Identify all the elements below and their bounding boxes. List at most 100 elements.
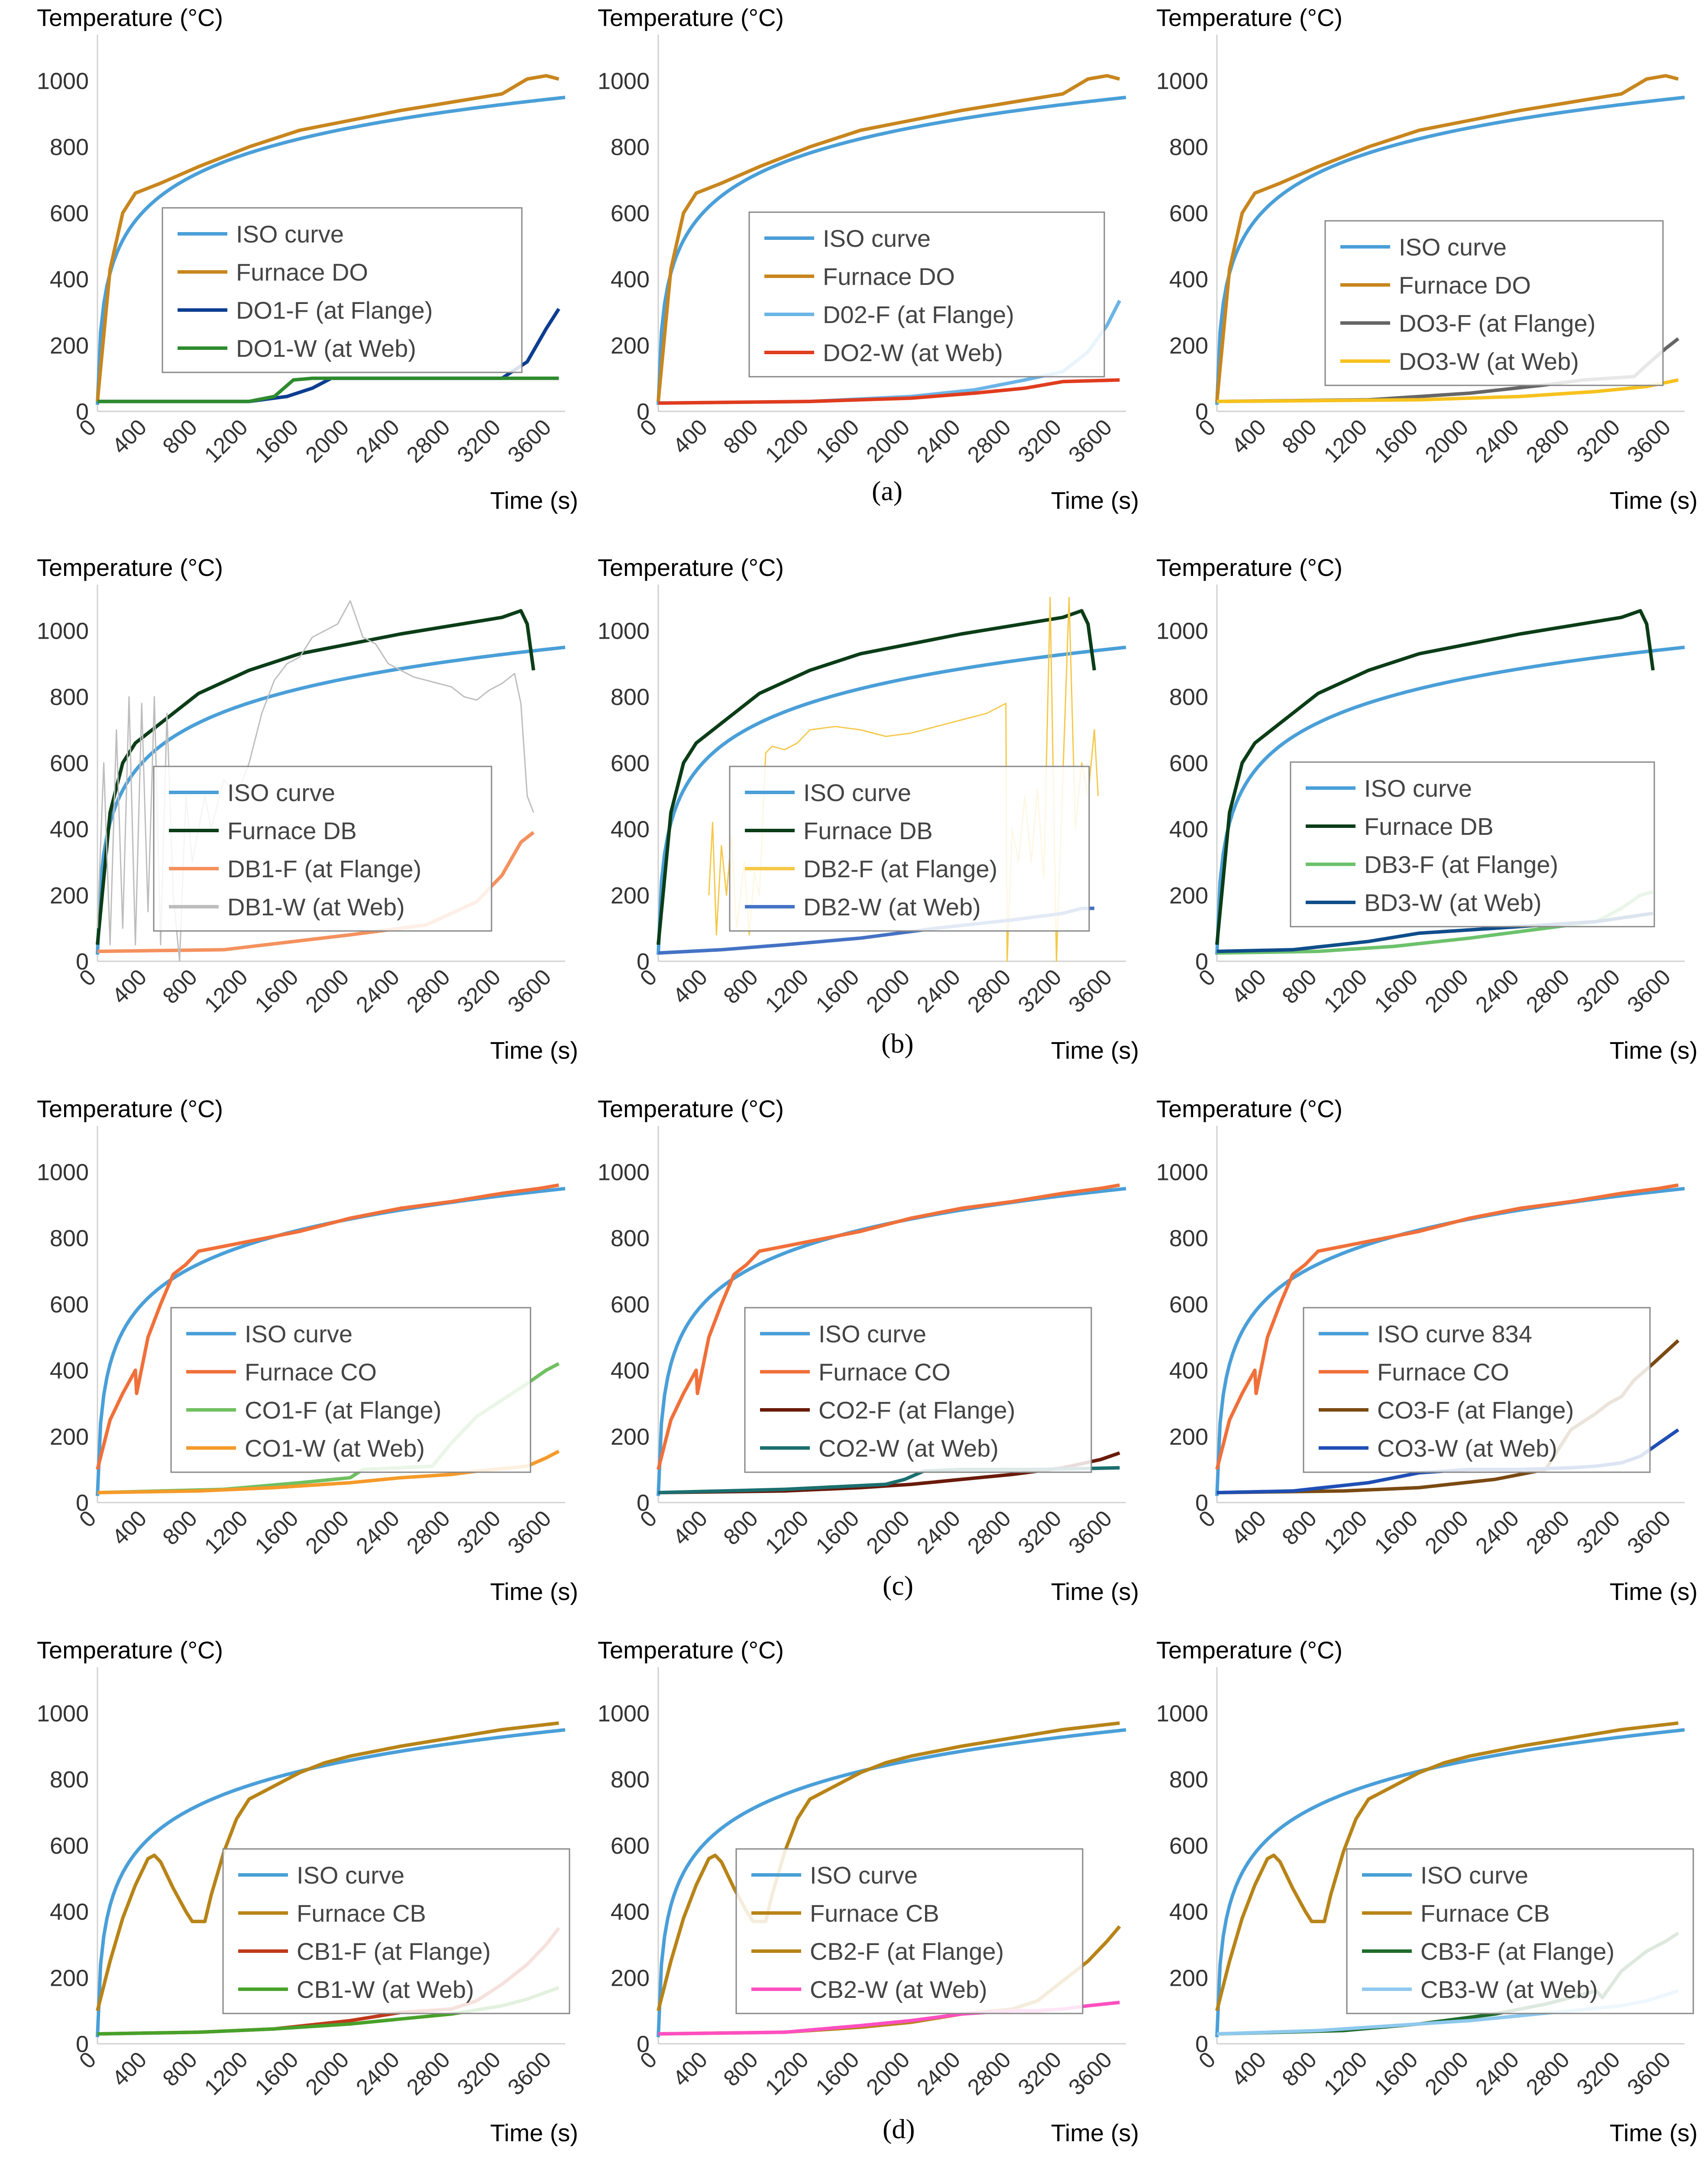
legend-label: DO3-W (at Web) [1399,348,1579,375]
y-tick-label: 0 [76,399,89,425]
legend-label: ISO curve 834 [1377,1320,1532,1348]
legend-label: CB3-F (at Flange) [1420,1938,1614,1965]
y-tick-label: 1000 [598,68,650,94]
x-axis-title: Time (s) [490,2119,578,2146]
x-tick-label: 3600 [1622,964,1676,1018]
x-tick-label: 2400 [351,964,404,1018]
legend-label: CO1-W (at Web) [245,1435,425,1462]
legend-label: DO1-F (at Flange) [236,297,433,324]
y-tick-label: 200 [1169,1965,1208,1991]
legend-label: CO3-F (at Flange) [1377,1396,1574,1424]
x-tick-label: 2800 [402,1506,455,1559]
y-tick-label: 0 [1195,399,1208,425]
x-axis-title: Time (s) [490,487,578,514]
legend-label: DO2-W (at Web) [823,339,1003,366]
y-tick-label: 0 [76,2031,89,2057]
x-tick-label: 2400 [351,2047,404,2100]
y-tick-label: 800 [1169,134,1208,160]
y-tick-label: 200 [50,1965,89,1991]
y-axis-title: Temperature (°C) [37,1636,223,1664]
series-line-0 [96,1728,566,2037]
y-tick-label: 0 [637,399,650,425]
x-tick-label: 400 [1227,964,1271,1008]
series-line-0 [657,646,1126,955]
x-tick-label: 1600 [811,2047,864,2100]
series-line-1 [1215,1721,1679,2011]
series-line-1 [1215,1183,1679,1470]
legend-label: Furnace DO [823,263,955,290]
x-axis-title: Time (s) [490,1578,578,1605]
y-axis-title: Temperature (°C) [1156,1095,1342,1122]
y-axis-title: Temperature (°C) [37,1095,223,1122]
x-tick-label: 800 [719,2047,763,2091]
x-tick-label: 2400 [351,1506,404,1559]
y-tick-label: 200 [1169,333,1208,359]
series-line-1 [657,1183,1120,1470]
legend-label: Furnace DB [803,817,933,844]
x-tick-label: 3600 [503,414,556,468]
series-line-0 [1215,1728,1685,2037]
x-tick-label: 3200 [1013,1506,1067,1559]
legend-label: Furnace CO [818,1358,951,1386]
x-tick-label: 3200 [453,2047,506,2100]
x-tick-label: 2800 [1521,414,1575,468]
x-tick-label: 1200 [200,964,253,1018]
x-tick-label: 800 [1278,414,1322,459]
legend-label: Furnace CB [297,1900,426,1927]
x-tick-label: 2800 [402,414,455,468]
legend-label: ISO curve [1399,233,1507,261]
y-axis-title: Temperature (°C) [598,554,784,581]
x-tick-label: 800 [1278,1506,1322,1550]
y-tick-label: 800 [611,1767,650,1793]
x-tick-label: 1600 [811,964,864,1018]
legend-label: DB3-F (at Flange) [1364,851,1558,878]
x-tick-label: 1200 [200,1506,253,1559]
y-tick-label: 1000 [1156,68,1208,94]
y-tick-label: 0 [637,2031,650,2057]
y-tick-label: 200 [50,882,89,908]
y-tick-label: 400 [1169,267,1208,293]
y-tick-label: 800 [611,1225,650,1251]
y-tick-label: 800 [50,1767,89,1793]
series-line-3 [97,600,534,962]
y-tick-label: 0 [1195,2031,1208,2057]
x-tick-label: 1600 [1370,414,1423,468]
x-tick-label: 2000 [301,414,354,468]
x-axis-title: Time (s) [1610,1578,1698,1605]
y-axis-title: Temperature (°C) [598,1095,784,1122]
x-tick-label: 400 [1227,1506,1271,1550]
x-tick-label: 2000 [301,1506,354,1559]
y-tick-label: 1000 [1156,1159,1208,1185]
x-tick-label: 1600 [811,414,864,468]
x-tick-label: 1200 [1319,964,1372,1018]
x-tick-label: 1200 [200,2047,253,2100]
legend-label: ISO curve [823,225,931,252]
x-axis-title: Time (s) [1051,1578,1139,1605]
x-tick-label: 800 [719,1506,763,1550]
legend-label: ISO curve [245,1320,353,1348]
x-tick-label: 2000 [861,1506,915,1559]
x-tick-label: 400 [107,414,152,459]
y-axis-title: Temperature (°C) [1156,4,1342,31]
y-tick-label: 600 [50,1833,89,1859]
row-label-b: (b) [881,1028,914,1059]
y-tick-label: 600 [50,1292,89,1318]
y-tick-label: 600 [1169,200,1208,226]
x-tick-label: 800 [719,964,763,1008]
y-tick-label: 800 [611,134,650,160]
x-tick-label: 2800 [402,2047,455,2100]
x-tick-label: 3200 [1572,414,1625,468]
x-tick-label: 3200 [1572,1506,1625,1559]
x-tick-label: 3200 [453,414,506,468]
y-tick-label: 600 [611,1833,650,1859]
x-tick-label: 400 [107,1506,152,1550]
series-line-0 [657,96,1126,405]
y-tick-label: 200 [1169,1424,1208,1450]
x-tick-label: 1600 [250,2047,304,2100]
x-axis-title: Time (s) [1610,487,1698,514]
x-tick-label: 800 [158,2047,202,2091]
